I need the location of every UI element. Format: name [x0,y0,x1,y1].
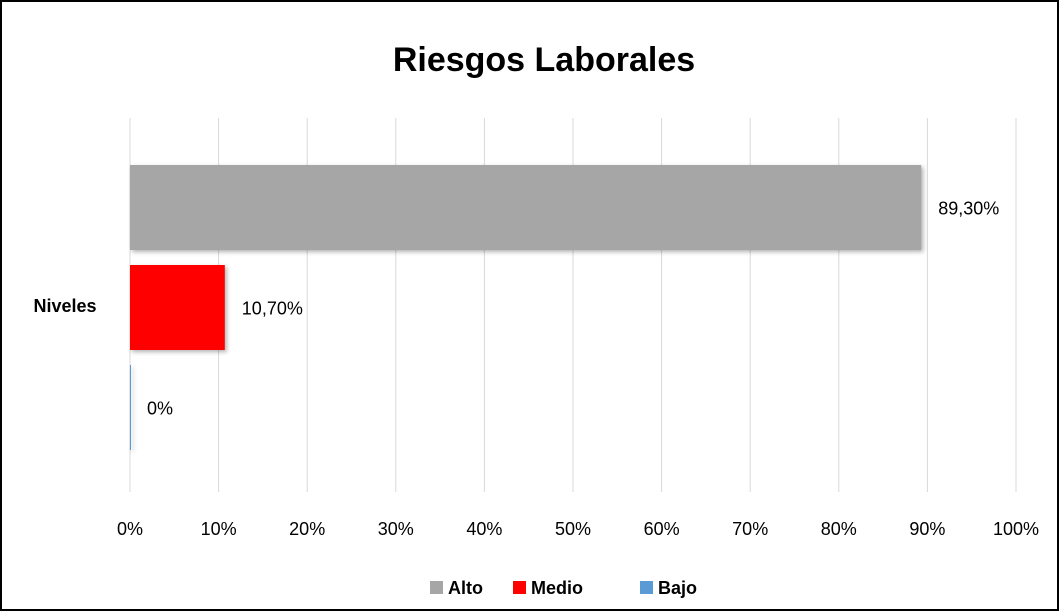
x-tick-label: 70% [732,519,768,539]
data-label: 0% [147,398,173,418]
y-tick-label: Niveles [33,296,96,316]
x-tick-label: 60% [644,519,680,539]
x-tick-label: 20% [289,519,325,539]
x-tick-label: 80% [821,519,857,539]
x-tick-label: 0% [117,519,143,539]
legend-label: Medio [531,578,583,598]
x-tick-label: 40% [466,519,502,539]
x-tick-label: 30% [378,519,414,539]
chart-title: Riesgos Laborales [393,41,695,79]
x-tick-label: 10% [201,519,237,539]
data-label: 10,70% [242,298,303,318]
legend-label: Alto [448,578,483,598]
legend-label: Bajo [658,578,697,598]
bar [130,165,922,250]
legend-swatch [430,581,443,594]
x-tick-label: 100% [993,519,1039,539]
bar [130,265,225,350]
data-label: 89,30% [938,198,999,218]
x-tick-label: 50% [555,519,591,539]
legend-swatch [513,581,526,594]
x-tick-label: 90% [909,519,945,539]
legend-swatch [640,581,653,594]
bar [130,365,131,450]
